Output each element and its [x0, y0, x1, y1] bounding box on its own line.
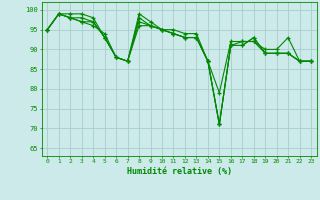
X-axis label: Humidité relative (%): Humidité relative (%): [127, 167, 232, 176]
